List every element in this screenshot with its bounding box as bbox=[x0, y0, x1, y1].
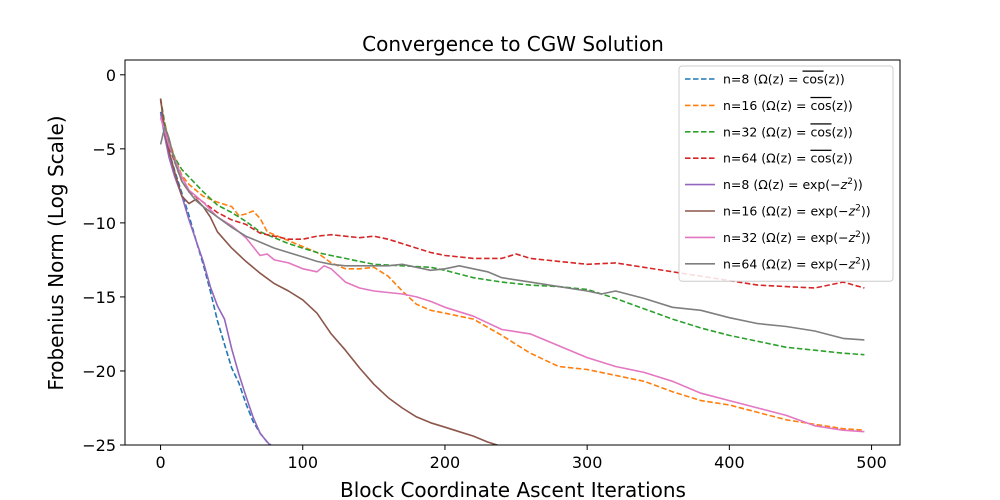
series-line-3 bbox=[159, 98, 865, 356]
series-line-2 bbox=[159, 117, 865, 431]
axes-layer: 0 100 200 300 400 500 0 −5 −10 −15 −20 −25 bbox=[82, 66, 887, 472]
series-line-7 bbox=[159, 117, 865, 433]
legend-entry-label: n=64 (Ω(z) = exp(−z2)) bbox=[723, 256, 871, 271]
x-tick-label: 0 bbox=[155, 453, 165, 472]
x-axis-label: Block Coordinate Ascent Iterations bbox=[340, 478, 686, 500]
x-tick-label: 200 bbox=[430, 453, 461, 472]
legend-entry-label: n=8 (Ω(z) = cos(z)) bbox=[723, 72, 845, 87]
legend-entry-label: n=64 (Ω(z) = cos(z)) bbox=[723, 151, 853, 166]
x-tick-label: 100 bbox=[287, 453, 318, 472]
x-tick-label: 400 bbox=[714, 453, 745, 472]
y-tick-label: 0 bbox=[106, 66, 116, 85]
legend-box bbox=[678, 65, 894, 282]
series-line-8 bbox=[159, 125, 865, 341]
y-axis-label: Frobenius Norm (Log Scale) bbox=[44, 115, 68, 390]
y-tick-label: −10 bbox=[82, 214, 116, 233]
chart-title: Convergence to CGW Solution bbox=[362, 32, 664, 56]
legend-entry-label: n=16 (Ω(z) = exp(−z2)) bbox=[723, 204, 871, 219]
series-line-4 bbox=[159, 99, 865, 289]
legend: n=8 (Ω(z) = cos(z)) n=16 (Ω(z) = cos(z)) n… bbox=[678, 65, 894, 282]
legend-entry-label: n=8 (Ω(z) = exp(−z2)) bbox=[723, 177, 863, 192]
x-tick-label: 500 bbox=[856, 453, 887, 472]
legend-entry-label: n=16 (Ω(z) = cos(z)) bbox=[723, 98, 853, 113]
x-tick-label: 300 bbox=[572, 453, 603, 472]
series-line-5 bbox=[159, 113, 272, 445]
series-layer bbox=[159, 98, 865, 445]
y-tick-label: −20 bbox=[82, 362, 116, 381]
axes-frame bbox=[124, 59, 901, 446]
legend-entry-label: n=32 (Ω(z) = cos(z)) bbox=[723, 124, 853, 139]
series-line-6 bbox=[159, 98, 500, 445]
y-tick-label: −15 bbox=[82, 288, 116, 307]
legend-entry-label: n=32 (Ω(z) = exp(−z2)) bbox=[723, 230, 871, 245]
y-tick-label: −5 bbox=[92, 140, 116, 159]
y-tick-label: −25 bbox=[82, 436, 116, 455]
